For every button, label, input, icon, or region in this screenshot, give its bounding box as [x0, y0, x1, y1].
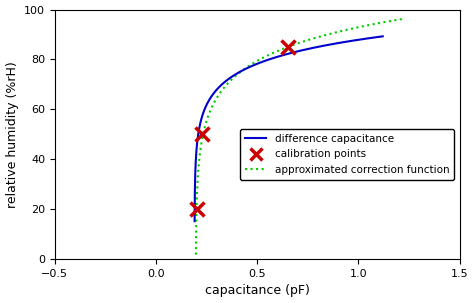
Y-axis label: relative humidity (%rH): relative humidity (%rH) — [6, 61, 18, 208]
Legend: difference capacitance, calibration points, approximated correction function: difference capacitance, calibration poin… — [240, 129, 455, 180]
X-axis label: capacitance (pF): capacitance (pF) — [205, 285, 310, 298]
